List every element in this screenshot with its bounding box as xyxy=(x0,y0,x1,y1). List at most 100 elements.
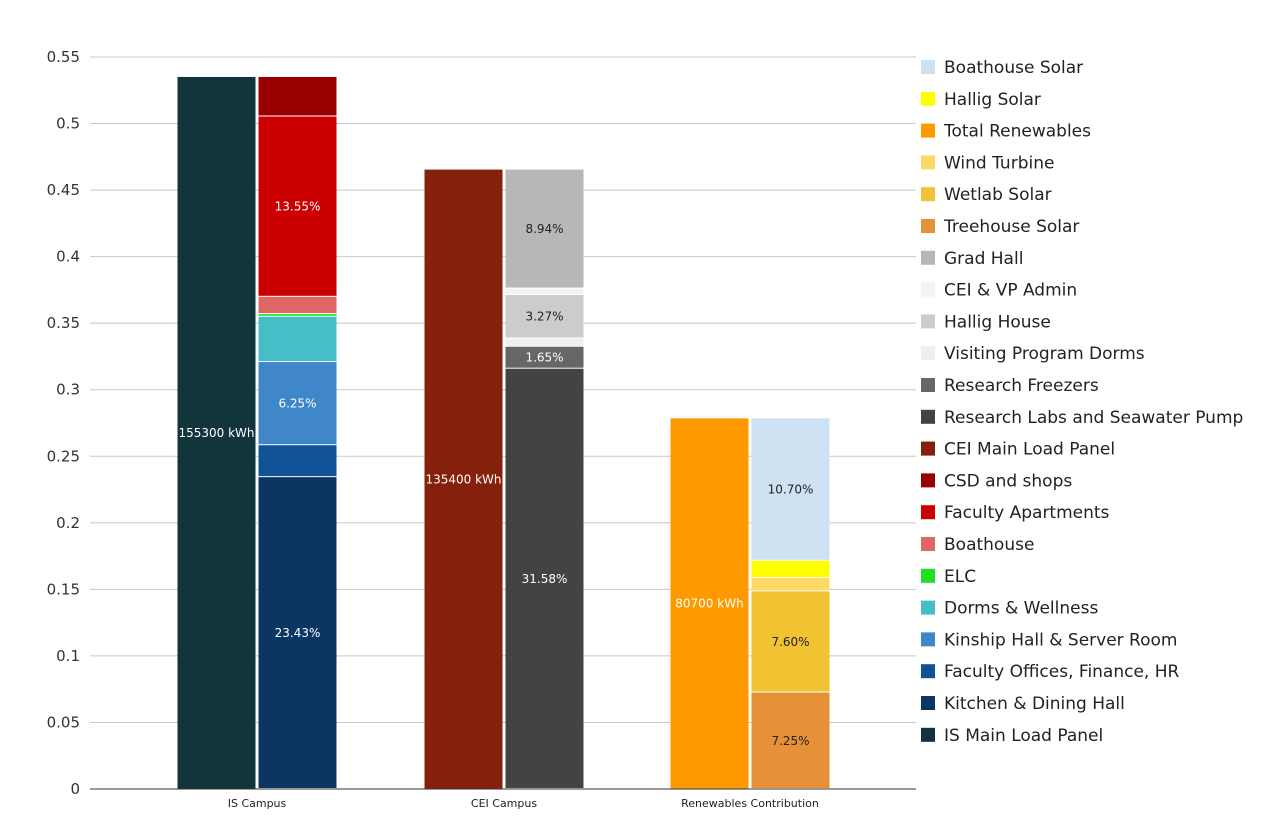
legend: Boathouse Solar Hallig Solar Total Renewab… xyxy=(921,58,1243,746)
bar-segment-kitchen-dining-hall xyxy=(258,477,337,788)
legend-swatch xyxy=(921,378,935,392)
legend-swatch xyxy=(921,346,935,361)
bar-segment-boathouse xyxy=(258,296,337,314)
legend-swatch xyxy=(921,250,935,265)
bar-segment-elc xyxy=(258,314,337,316)
legend-swatch xyxy=(921,505,935,520)
y-tick-label: 0.15 xyxy=(47,580,80,598)
bar-data-label: 3.27% xyxy=(525,310,563,324)
y-axis: 0 0.05 0.1 0.15 0.2 0.25 0.3 0.35 0.4 0.45 0.5 0.55 xyxy=(47,48,80,798)
legend-label: Faculty Offices, Finance, HR xyxy=(944,662,1180,682)
bar-data-label: 7.25% xyxy=(771,734,809,748)
legend-swatch xyxy=(921,60,935,74)
legend-swatch xyxy=(921,568,935,583)
legend-swatch xyxy=(921,314,935,329)
bar-renewables-contribution-total xyxy=(670,418,749,789)
legend-label: Visiting Program Dorms xyxy=(944,344,1145,364)
y-tick-label: 0.3 xyxy=(56,381,80,399)
legend-swatch xyxy=(921,537,935,551)
y-tick-label: 0.55 xyxy=(47,48,80,66)
bar-data-label: 10.70% xyxy=(768,483,814,497)
legend-label: Dorms & Wellness xyxy=(944,599,1098,619)
bar-data-label: 7.60% xyxy=(771,635,809,649)
legend-label: Kinship Hall & Server Room xyxy=(944,630,1177,650)
bar-segment-visiting-program-dorms xyxy=(505,338,584,346)
y-tick-label: 0.25 xyxy=(47,447,80,465)
legend-label: Hallig Solar xyxy=(944,90,1041,110)
y-tick-label: 0.35 xyxy=(47,314,80,332)
legend-label: Faculty Apartments xyxy=(944,503,1110,523)
bar-segment-research-labs-and-seawater-pump xyxy=(505,368,584,788)
legend-label: CEI Main Load Panel xyxy=(944,440,1115,460)
legend-swatch xyxy=(921,600,935,615)
legend-label: Wetlab Solar xyxy=(944,185,1052,205)
bar-cei-campus-total xyxy=(424,169,503,789)
legend-label: Kitchen & Dining Hall xyxy=(944,694,1125,714)
legend-swatch xyxy=(921,155,935,170)
bar-labels: 155300 kWh 23.43% 6.25% 13.55% 135400 kWh 31.… xyxy=(178,200,813,748)
legend-swatch xyxy=(921,282,935,297)
y-tick-label: 0.1 xyxy=(56,647,80,665)
legend-label: Hallig House xyxy=(944,312,1051,332)
legend-swatch xyxy=(921,473,935,488)
bar-data-label: 13.55% xyxy=(275,200,321,214)
x-tick-label: CEI Campus xyxy=(471,797,537,810)
y-tick-label: 0.05 xyxy=(47,713,80,731)
bar-segment-hallig-solar xyxy=(751,560,830,578)
y-tick-label: 0.4 xyxy=(56,248,80,266)
bar-data-label: 8.94% xyxy=(525,222,563,236)
legend-label: Total Renewables xyxy=(943,122,1091,142)
legend-swatch xyxy=(921,187,935,202)
legend-swatch xyxy=(921,219,935,233)
bar-segment-faculty-apartments xyxy=(258,116,337,296)
legend-swatch xyxy=(921,696,935,710)
y-tick-label: 0 xyxy=(70,780,80,798)
legend-swatch xyxy=(921,632,935,647)
legend-label: Boathouse Solar xyxy=(944,58,1083,78)
bar-segment-dorms-wellness xyxy=(258,316,337,362)
legend-swatch xyxy=(921,409,935,424)
bar-segment-grad-hall xyxy=(505,169,584,288)
bar-is-campus-total xyxy=(177,76,256,790)
legend-swatch xyxy=(921,123,935,138)
legend-label: CEI & VP Admin xyxy=(944,281,1077,301)
legend-label: CSD and shops xyxy=(944,471,1072,491)
bar-data-label: 1.65% xyxy=(525,351,563,365)
x-tick-label: IS Campus xyxy=(228,797,287,810)
y-tick-label: 0.2 xyxy=(56,514,80,532)
legend-label: Grad Hall xyxy=(944,249,1023,269)
bars xyxy=(177,76,830,790)
bar-segment-hallig-house xyxy=(505,294,584,338)
bar-segment-kinship-hall-server-room xyxy=(258,362,337,445)
bar-segment-boathouse-solar xyxy=(751,418,830,560)
bar-segment-treehouse-solar xyxy=(751,692,830,788)
bar-segment-research-freezers xyxy=(505,346,584,368)
bar-segment-wind-turbine xyxy=(751,578,830,591)
legend-swatch xyxy=(921,91,935,106)
legend-label: IS Main Load Panel xyxy=(944,726,1103,746)
bar-data-label: 155300 kWh xyxy=(178,426,254,440)
bar-data-label: 80700 kWh xyxy=(675,597,743,611)
bar-data-label: 31.58% xyxy=(522,572,568,586)
legend-label: Boathouse xyxy=(944,535,1034,555)
bar-segment-faculty-offices-finance-hr xyxy=(258,445,337,477)
legend-label: ELC xyxy=(944,567,976,587)
legend-label: Research Labs and Seawater Pump xyxy=(944,408,1243,428)
bar-data-label: 23.43% xyxy=(275,626,321,640)
legend-swatch xyxy=(921,727,935,742)
x-axis: IS Campus CEI Campus Renewables Contributi… xyxy=(90,788,916,810)
bar-segment-cei-vp-admin xyxy=(505,288,584,294)
x-tick-label: Renewables Contribution xyxy=(681,797,819,810)
legend-label: Wind Turbine xyxy=(944,153,1054,173)
bar-segment-wetlab-solar xyxy=(751,591,830,692)
legend-swatch xyxy=(921,664,935,679)
y-tick-label: 0.45 xyxy=(47,181,80,199)
legend-label: Research Freezers xyxy=(944,376,1099,396)
y-tick-label: 0.5 xyxy=(56,115,80,133)
bar-segment-csd-and-shops xyxy=(258,76,337,116)
legend-swatch xyxy=(921,441,935,456)
legend-label: Treehouse Solar xyxy=(943,217,1079,237)
bar-data-label: 6.25% xyxy=(278,397,316,411)
bar-data-label: 135400 kWh xyxy=(425,472,501,486)
